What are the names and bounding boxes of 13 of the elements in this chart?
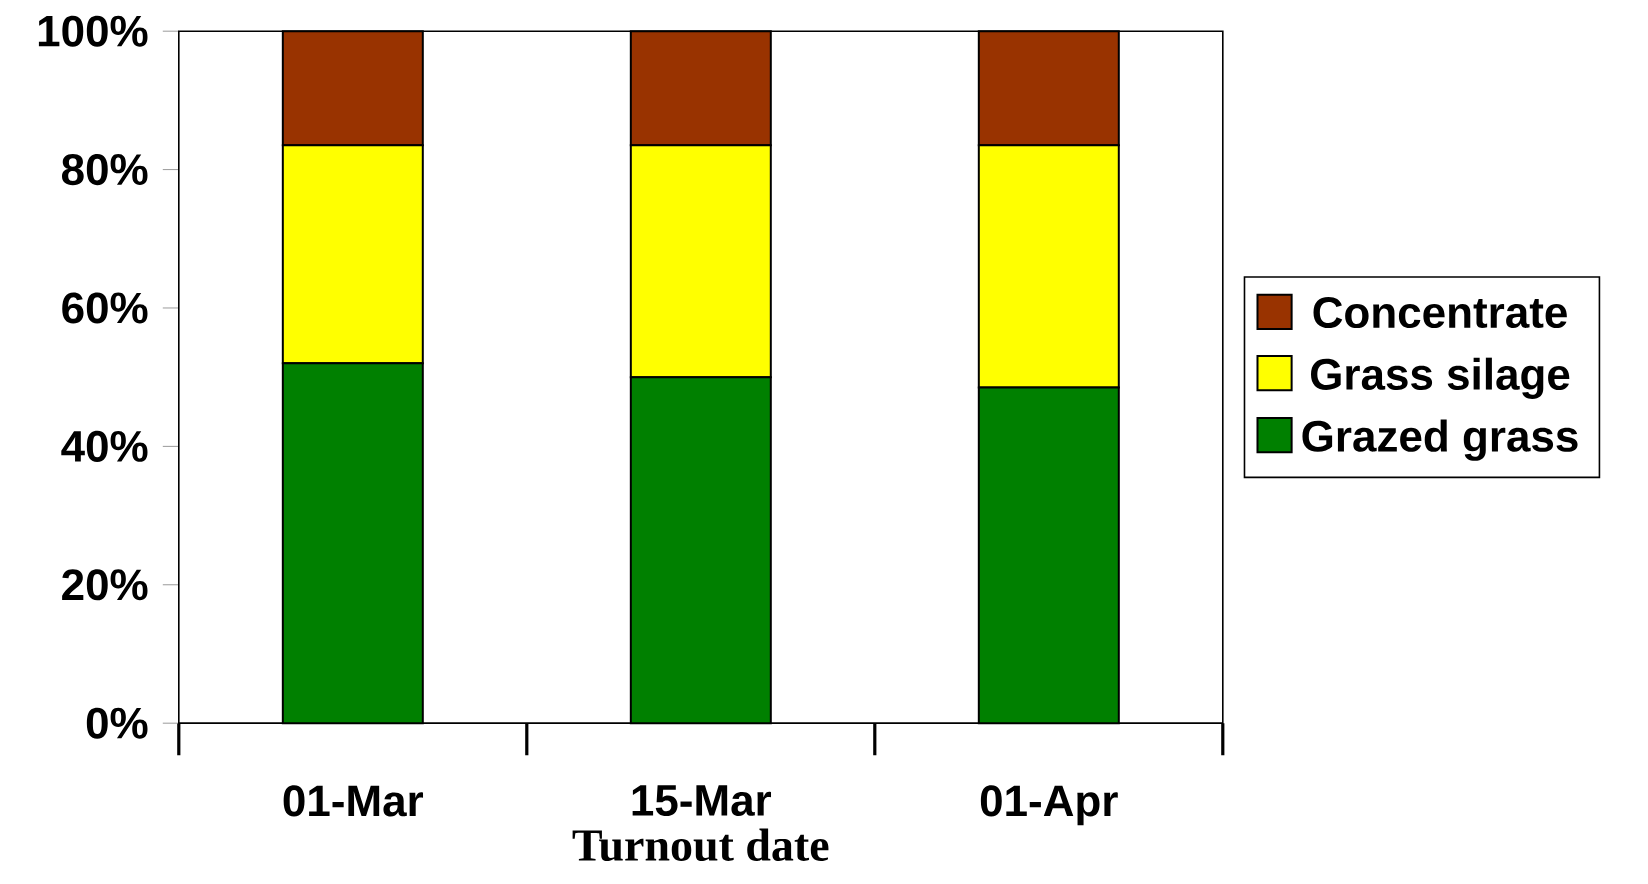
y-tick-label: 100% xyxy=(38,15,148,47)
x-axis-title: Turnout date xyxy=(572,828,829,862)
y-tick-label: 40% xyxy=(61,430,148,462)
y-tick-label: 80% xyxy=(62,154,148,186)
y-tick-label: 60% xyxy=(62,292,148,324)
legend-label: Grass silage xyxy=(1310,357,1570,399)
y-tick-label: 20% xyxy=(62,569,148,601)
x-tick-label: 01-Mar xyxy=(283,785,424,817)
legend-label: Concentrate xyxy=(1313,297,1567,329)
x-tick-label: 01-Apr xyxy=(980,785,1118,826)
legend-label: Grazed grass xyxy=(1302,419,1578,461)
y-tick-label: 0% xyxy=(86,707,148,739)
x-tick-label: 15-Mar xyxy=(632,785,772,817)
